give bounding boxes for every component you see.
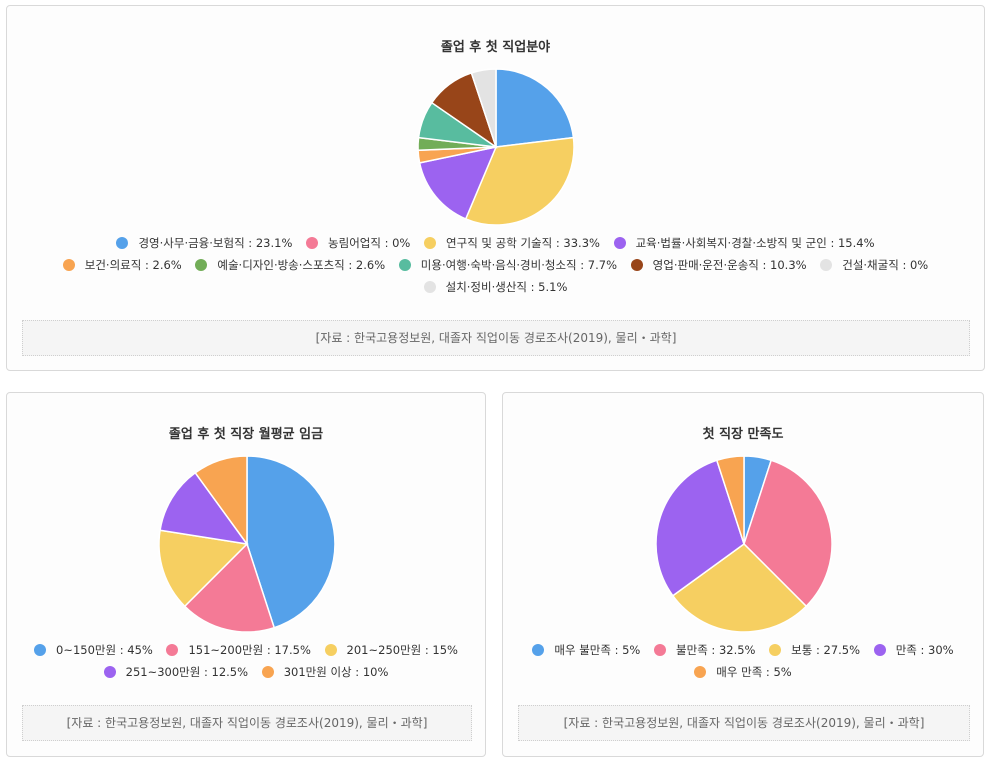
legend-item[interactable]: 0~150만원 : 45% (34, 639, 153, 661)
legend-item[interactable]: 설치·정비·생산직 : 5.1% (423, 276, 568, 298)
pie-slice[interactable] (671, 543, 808, 633)
pie-chart (158, 455, 336, 633)
pie-slice[interactable] (194, 455, 248, 547)
legend-marker (654, 644, 667, 656)
legend-label: 불만족 : 32.5% (676, 643, 756, 657)
legend-item[interactable]: 불만족 : 32.5% (654, 639, 756, 661)
legend-label: 매우 만족 : 5% (716, 665, 792, 679)
legend-marker (630, 259, 643, 271)
pie-slice[interactable] (655, 459, 745, 597)
legend-item[interactable]: 151~200만원 : 17.5% (166, 639, 311, 661)
pie-slice[interactable] (158, 529, 249, 608)
legend-label: 농림어업직 : 0% (328, 236, 411, 250)
legend-marker (694, 666, 707, 678)
chart-legend: 매우 불만족 : 5% 불만족 : 32.5% 보통 : 27.5% 만족 : … (503, 639, 983, 683)
legend-item[interactable]: 영업·판매·운전·운송직 : 10.3% (630, 254, 807, 276)
legend-item[interactable]: 건설·채굴직 : 0% (820, 254, 928, 276)
legend-marker (34, 644, 46, 656)
legend-item[interactable]: 미용·여행·숙박·음식·경비·청소직 : 7.7% (398, 254, 618, 276)
legend-item[interactable]: 301만원 이상 : 10% (261, 661, 389, 683)
legend-label: 경영·사무·금융·보험직 : 23.1% (138, 236, 293, 250)
pie-slice[interactable] (715, 455, 745, 545)
pie-slice[interactable] (743, 459, 833, 608)
chart-title: 졸업 후 첫 직업분야 (440, 40, 551, 55)
chart-card-job-field: 졸업 후 첫 직업분야 경영·사무·금융·보험직 : 23.1% 농림어업직 :… (6, 5, 985, 371)
legend-label: 연구직 및 공학 기술직 : 33.3% (446, 236, 600, 250)
legend-marker (306, 237, 319, 249)
legend-item[interactable]: 매우 만족 : 5% (694, 661, 792, 683)
legend-marker (261, 666, 274, 678)
pie-slice[interactable] (470, 68, 497, 148)
legend-item[interactable]: 교육·법률·사회복지·경찰·소방직 및 군인 : 15.4% (613, 232, 875, 254)
pie-slice[interactable] (464, 136, 575, 226)
legend-item[interactable]: 보건·의료직 : 2.6% (62, 254, 182, 276)
chart-legend: 0~150만원 : 45% 151~200만원 : 17.5% 201~250만… (7, 639, 485, 683)
legend-item[interactable]: 연구직 및 공학 기술직 : 33.3% (424, 232, 600, 254)
pie-slice[interactable] (246, 455, 336, 629)
legend-label: 301만원 이상 : 10% (283, 665, 389, 679)
chart-legend: 경영·사무·금융·보험직 : 23.1% 농림어업직 : 0% 연구직 및 공학… (7, 232, 984, 298)
chart-title: 졸업 후 첫 직장 월평균 임금 (168, 427, 324, 442)
legend-marker (103, 666, 116, 678)
legend-item[interactable]: 농림어업직 : 0% (306, 232, 410, 254)
legend-item[interactable]: 보통 : 27.5% (769, 639, 860, 661)
legend-item[interactable]: 251~300만원 : 12.5% (103, 661, 249, 683)
legend-marker (424, 237, 437, 249)
chart-card-salary: 졸업 후 첫 직장 월평균 임금 0~150만원 : 45% 151~200만원… (6, 392, 486, 757)
pie-slice[interactable] (418, 145, 498, 220)
legend-item[interactable]: 예술·디자인·방송·스포츠직 : 2.6% (195, 254, 385, 276)
legend-marker (613, 237, 626, 249)
source-note: [자료 : 한국고용정보원, 대졸자 직업이동 경로조사(2019), 물리・과… (22, 320, 970, 356)
legend-label: 교육·법률·사회복지·경찰·소방직 및 군인 : 15.4% (635, 236, 875, 250)
pie-chart (655, 455, 833, 633)
legend-label: 0~150만원 : 45% (56, 643, 153, 657)
legend-label: 설치·정비·생산직 : 5.1% (445, 280, 568, 294)
source-note: [자료 : 한국고용정보원, 대졸자 직업이동 경로조사(2019), 물리・과… (22, 705, 472, 741)
legend-item[interactable]: 경영·사무·금융·보험직 : 23.1% (116, 232, 292, 254)
legend-marker (195, 259, 208, 271)
pie-chart (417, 68, 575, 226)
legend-label: 미용·여행·숙박·음식·경비·청소직 : 7.7% (420, 258, 618, 272)
legend-marker (62, 259, 75, 271)
legend-marker (324, 644, 337, 656)
chart-title: 첫 직장 만족도 (702, 427, 784, 442)
legend-marker (398, 259, 411, 271)
legend-label: 예술·디자인·방송·스포츠직 : 2.6% (217, 258, 386, 272)
legend-item[interactable]: 201~250만원 : 15% (324, 639, 458, 661)
legend-marker (532, 644, 545, 656)
legend-label: 건설·채굴직 : 0% (842, 258, 929, 272)
pie-slice[interactable] (159, 471, 249, 546)
legend-item[interactable]: 매우 불만족 : 5% (532, 639, 640, 661)
legend-marker (116, 237, 129, 249)
pie-slice[interactable] (183, 542, 276, 633)
legend-marker (166, 644, 179, 656)
source-note: [자료 : 한국고용정보원, 대졸자 직업이동 경로조사(2019), 물리・과… (518, 705, 970, 741)
pie-slice[interactable] (495, 68, 575, 148)
legend-label: 251~300만원 : 12.5% (125, 665, 249, 679)
legend-label: 151~200만원 : 17.5% (188, 643, 311, 657)
chart-card-satisfaction: 첫 직장 만족도 매우 불만족 : 5% 불만족 : 32.5% 보통 : 27… (502, 392, 984, 757)
legend-marker (873, 644, 886, 656)
legend-label: 영업·판매·운전·운송직 : 10.3% (652, 258, 807, 272)
legend-label: 보건·의료직 : 2.6% (84, 258, 182, 272)
legend-marker (769, 644, 782, 656)
legend-marker (820, 259, 833, 271)
legend-label: 매우 불만족 : 5% (554, 643, 641, 657)
legend-label: 만족 : 30% (895, 643, 954, 657)
legend-marker (423, 281, 436, 293)
legend-label: 201~250만원 : 15% (346, 643, 458, 657)
legend-label: 보통 : 27.5% (791, 643, 861, 657)
legend-item[interactable]: 만족 : 30% (873, 639, 954, 661)
